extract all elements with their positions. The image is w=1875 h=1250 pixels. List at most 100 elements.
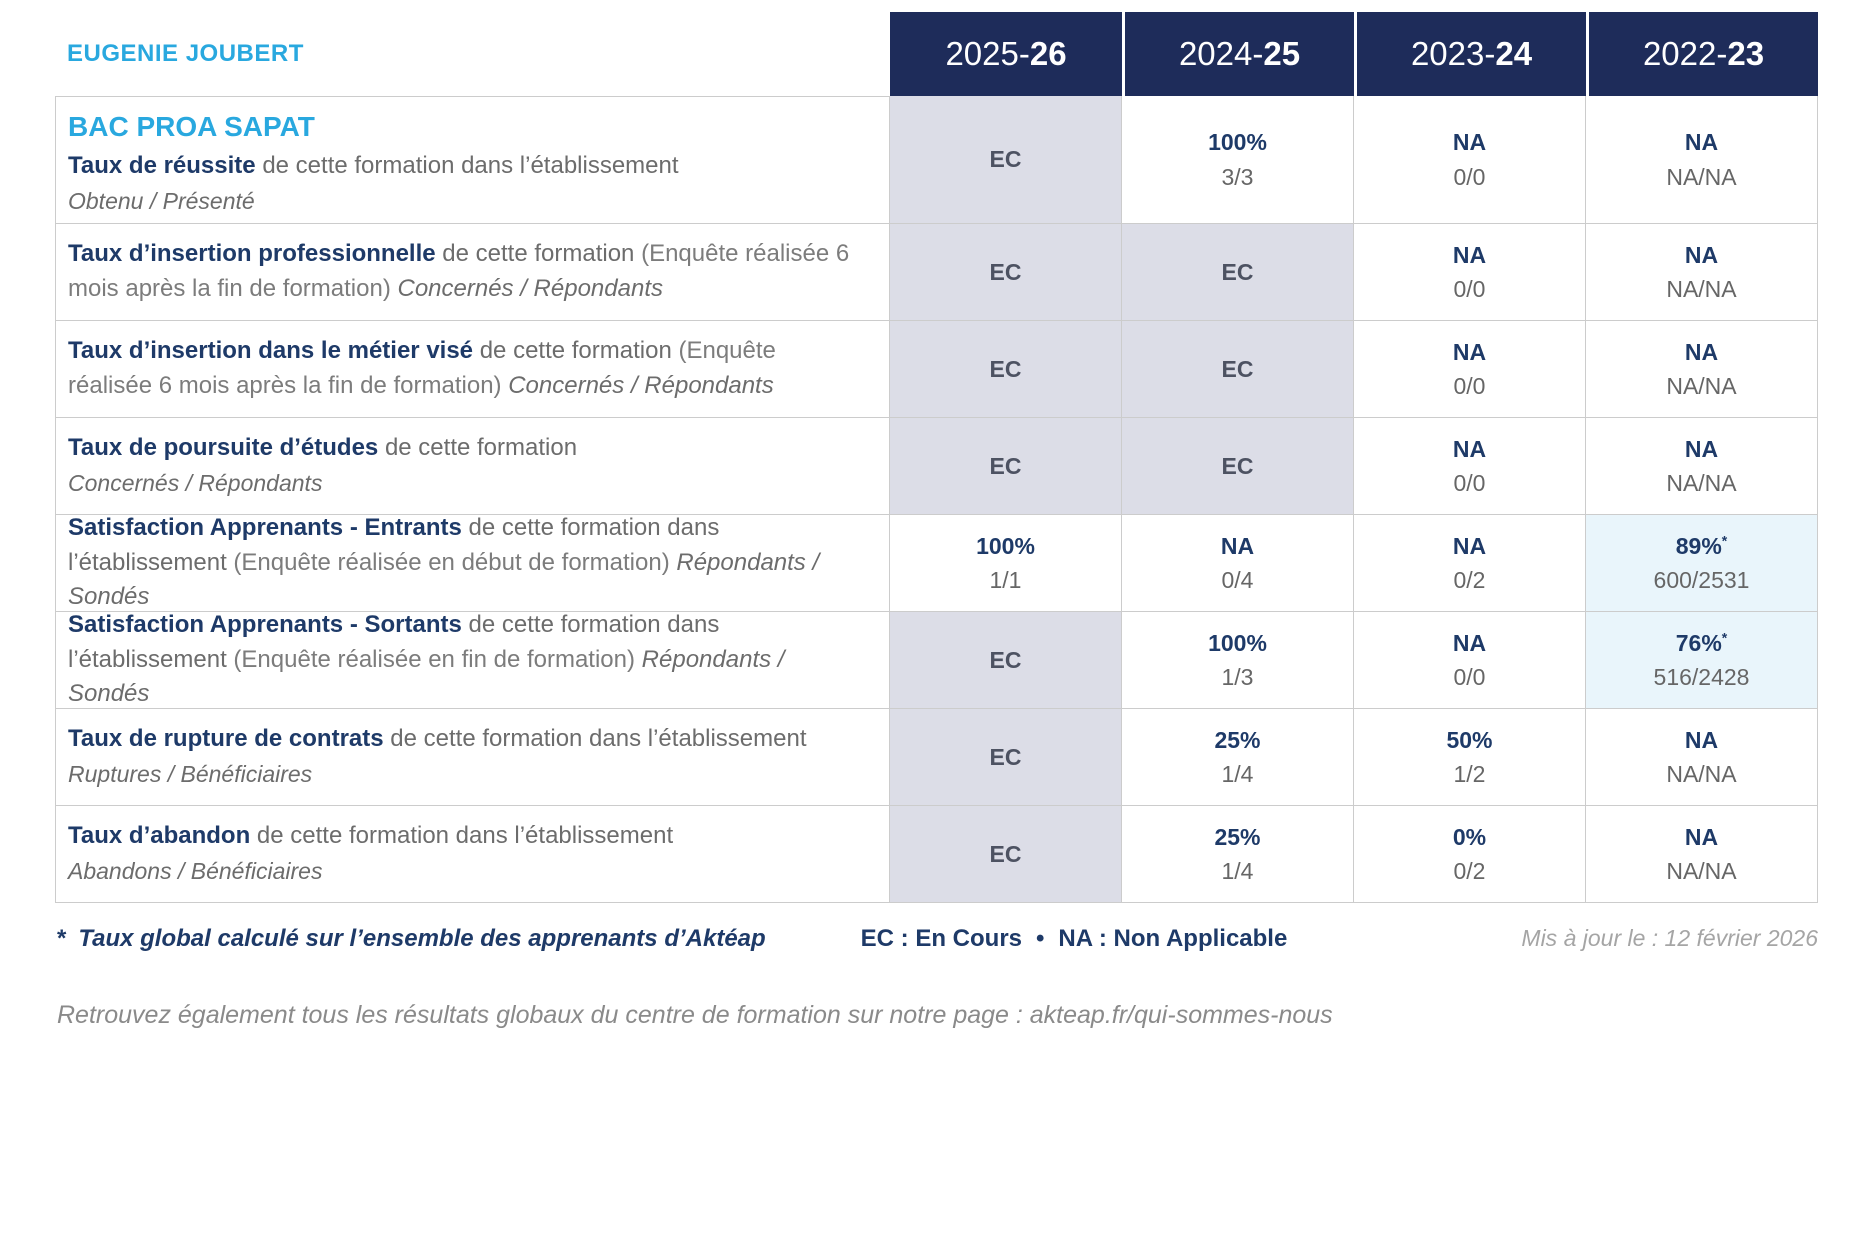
cell-value: EC — [1221, 355, 1254, 382]
cell-value: EC — [1221, 258, 1254, 285]
footnote-star: * — [1721, 628, 1728, 645]
cell-value: NA — [1452, 241, 1487, 268]
cell-subvalue: 0/0 — [1453, 373, 1486, 399]
cell-subvalue: 0/0 — [1453, 163, 1486, 190]
stat-cell: NA 0/0 — [1354, 612, 1586, 709]
row-subtitle: Concernés / Répondants — [68, 470, 323, 497]
cell-value: 89%* — [1675, 531, 1728, 559]
cell-subvalue: 0/2 — [1453, 567, 1486, 593]
year-header-1: 2025- 26 — [890, 12, 1122, 96]
cell-subvalue: 1/1 — [989, 567, 1022, 593]
cell-value: NA — [1684, 435, 1719, 462]
stat-cell: 89%* 600/2531 — [1586, 515, 1818, 612]
year-prefix: 2022- — [1642, 35, 1728, 72]
row-description: Taux d’abandon de cette formation dans l… — [68, 822, 674, 850]
stat-cell: EC — [890, 418, 1122, 515]
cell-value: NA — [1452, 532, 1487, 559]
cell-value: 0% — [1452, 823, 1487, 850]
cell-subvalue: 600/2531 — [1653, 567, 1750, 593]
stat-cell: NA 0/4 — [1122, 515, 1354, 612]
stat-cell: EC — [890, 96, 1122, 224]
program-title: BAC PROA SAPAT — [68, 111, 315, 142]
year-suffix: 23 — [1727, 35, 1765, 72]
row-label-insertion-metier-vise: Taux d’insertion dans le métier visé de … — [55, 321, 890, 418]
cell-value: NA — [1452, 129, 1487, 155]
row-subtitle: Ruptures / Bénéficiaires — [68, 761, 313, 788]
row-label-poursuite-etudes: Taux de poursuite d’études de cette form… — [55, 418, 890, 515]
row-description: Satisfaction Apprenants - Entrants de ce… — [68, 513, 820, 611]
row-label-abandon: Taux d’abandon de cette formation dans l… — [55, 806, 890, 903]
footnote: * Taux global calculé sur l’ensemble des … — [57, 925, 766, 953]
stat-cell: NA 0/2 — [1354, 515, 1586, 612]
stat-cell: EC — [1122, 224, 1354, 321]
cell-value: 100% — [1208, 629, 1267, 656]
stat-cell: EC — [890, 709, 1122, 806]
stat-cell: 25% 1/4 — [1122, 806, 1354, 903]
cell-subvalue: 1/3 — [1221, 664, 1254, 690]
stat-cell: NA NA/NA — [1586, 96, 1818, 224]
row-label-rupture-contrats: Taux de rupture de contrats de cette for… — [55, 709, 890, 806]
cell-value: NA — [1452, 338, 1487, 365]
stat-cell: NA NA/NA — [1586, 224, 1818, 321]
row-description: Taux de poursuite d’études de cette form… — [68, 434, 578, 462]
cell-value: EC — [989, 146, 1022, 173]
cell-subvalue: NA/NA — [1666, 761, 1737, 787]
cell-subvalue: 3/3 — [1221, 163, 1254, 190]
stat-cell: NA 0/0 — [1354, 96, 1586, 224]
cell-value: EC — [989, 743, 1022, 770]
cell-value: NA — [1684, 241, 1719, 268]
stat-cell: NA NA/NA — [1586, 806, 1818, 903]
cell-subvalue: 1/2 — [1453, 761, 1486, 787]
stat-cell: EC — [890, 321, 1122, 418]
cell-value: NA — [1452, 435, 1487, 462]
row-description: Taux d’insertion dans le métier visé de … — [68, 337, 776, 399]
cell-subvalue: NA/NA — [1666, 373, 1737, 399]
stat-cell: NA NA/NA — [1586, 709, 1818, 806]
results-sheet: EUGENIE JOUBERT 2025- 26 2024- 25 2023- 24 … — [55, 12, 1820, 1029]
row-label-insertion-professionnelle: Taux d’insertion professionnelle de cett… — [55, 224, 890, 321]
cell-value: NA — [1452, 629, 1487, 656]
cell-subvalue: 0/2 — [1453, 858, 1486, 884]
cell-value: EC — [989, 840, 1022, 867]
legend-separator: • — [1036, 925, 1045, 952]
cell-value: NA — [1684, 338, 1719, 365]
cell-subvalue: 0/0 — [1453, 276, 1486, 302]
legend: EC : En Cours • NA : Non Applicable — [861, 925, 1288, 953]
stat-cell: NA 0/0 — [1354, 418, 1586, 515]
last-updated: Mis à jour le : 12 février 2026 — [1521, 925, 1818, 951]
year-suffix: 24 — [1495, 35, 1533, 72]
stat-cell: 100% 1/1 — [890, 515, 1122, 612]
stat-cell: NA 0/0 — [1354, 321, 1586, 418]
footnote-marker: * — [57, 925, 67, 952]
cell-subvalue: 0/4 — [1221, 567, 1254, 593]
stat-cell: NA 0/0 — [1354, 224, 1586, 321]
student-name: EUGENIE JOUBERT — [67, 40, 304, 67]
table-footer: * Taux global calculé sur l’ensemble des … — [55, 925, 1820, 953]
row-description: Taux de rupture de contrats de cette for… — [68, 725, 807, 753]
year-suffix: 26 — [1029, 35, 1067, 72]
cell-value: 25% — [1214, 823, 1261, 850]
stat-cell: EC — [1122, 321, 1354, 418]
row-label-taux-de-reussite: BAC PROA SAPAT Taux de réussite de cette… — [55, 96, 890, 224]
cell-subvalue: NA/NA — [1666, 276, 1737, 302]
year-prefix: 2024- — [1178, 35, 1264, 72]
year-header-4: 2022- 23 — [1586, 12, 1818, 96]
cell-value: 100% — [976, 532, 1035, 559]
cell-subvalue: NA/NA — [1666, 858, 1737, 884]
stat-cell: 76%* 516/2428 — [1586, 612, 1818, 709]
stat-cell: NA NA/NA — [1586, 321, 1818, 418]
stat-cell: EC — [1122, 418, 1354, 515]
cell-value: 25% — [1214, 726, 1261, 753]
row-description: Taux de réussite de cette formation dans… — [68, 152, 679, 179]
cell-subvalue: 0/0 — [1453, 664, 1486, 690]
stat-cell: NA NA/NA — [1586, 418, 1818, 515]
row-label-satisfaction-entrants: Satisfaction Apprenants - Entrants de ce… — [55, 514, 890, 612]
cell-value: EC — [1221, 452, 1254, 479]
legend-ec: EC : En Cours — [860, 925, 1023, 952]
stat-cell: 50% 1/2 — [1354, 709, 1586, 806]
year-suffix: 25 — [1263, 35, 1301, 72]
cell-value: EC — [989, 646, 1022, 673]
year-header-2: 2024- 25 — [1122, 12, 1354, 96]
cell-subvalue: NA/NA — [1666, 163, 1737, 190]
student-name-area: EUGENIE JOUBERT — [55, 12, 890, 96]
